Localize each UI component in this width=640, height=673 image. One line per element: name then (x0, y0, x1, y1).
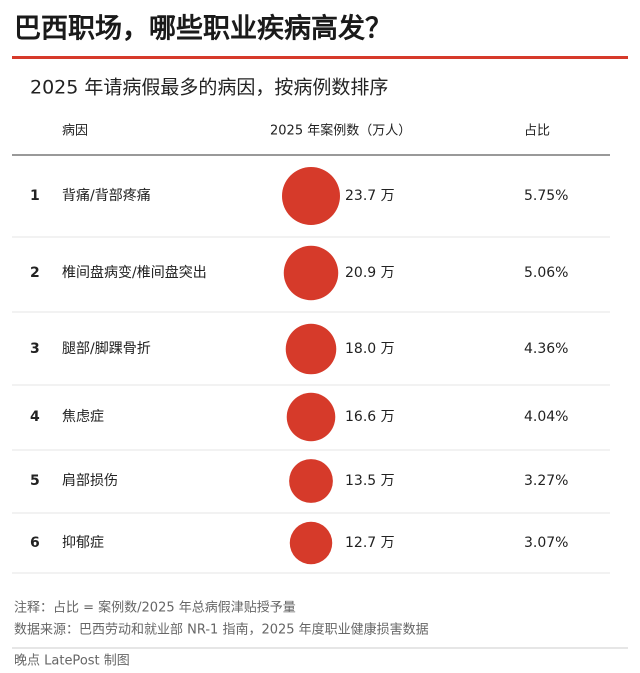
subtitle: 2025 年请病假最多的病因，按病例数排序 (30, 77, 388, 99)
cases-label: 23.7 万 (345, 188, 395, 204)
case-bubble (283, 245, 339, 301)
cases-label: 20.9 万 (345, 265, 395, 281)
column-header: 病因 (62, 124, 88, 139)
column-header: 占比 (524, 124, 550, 139)
rank: 1 (30, 188, 40, 204)
share: 4.04% (524, 409, 568, 425)
cases-label: 18.0 万 (345, 341, 395, 357)
rank: 6 (30, 535, 40, 551)
cases-label: 13.5 万 (345, 473, 395, 489)
cause: 腿部/脚踝骨折 (62, 341, 151, 357)
title: 巴西职场，哪些职业疾病高发？ (14, 13, 392, 45)
credit: 晚点 LatePost 制图 (14, 654, 130, 669)
share: 5.06% (524, 265, 568, 281)
cause: 抑郁症 (62, 535, 104, 551)
title-rule (12, 56, 628, 59)
share: 3.27% (524, 473, 568, 489)
column-header: 2025 年案例数（万人） (270, 124, 411, 139)
note: 数据来源：巴西劳动和就业部 NR-1 指南，2025 年度职业健康损害数据 (14, 622, 429, 638)
cause: 焦虑症 (62, 409, 104, 425)
case-bubble (289, 459, 333, 503)
cases-label: 12.7 万 (345, 535, 395, 551)
share: 3.07% (524, 535, 568, 551)
case-bubble (282, 167, 340, 225)
cause: 肩部损伤 (62, 473, 118, 489)
cases-label: 16.6 万 (345, 409, 395, 425)
rank: 3 (30, 341, 40, 357)
note: 注释：占比 = 案例数/2025 年总病假津贴授予量 (14, 601, 296, 616)
share: 5.75% (524, 188, 568, 204)
case-bubble (286, 392, 336, 442)
share: 4.36% (524, 341, 568, 357)
cause: 椎间盘病变/椎间盘突出 (62, 264, 207, 281)
rank: 4 (30, 409, 40, 425)
cause: 背痛/背部疼痛 (62, 187, 151, 204)
case-bubble (289, 521, 333, 565)
rank: 5 (30, 473, 40, 489)
rank: 2 (30, 265, 40, 281)
case-bubble (285, 323, 337, 375)
